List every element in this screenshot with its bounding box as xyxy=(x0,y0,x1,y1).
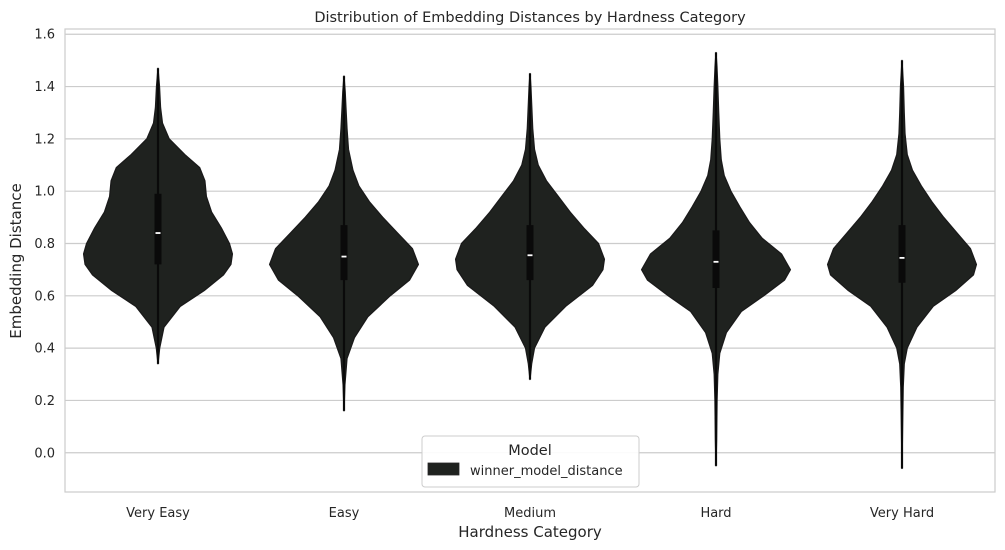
y-tick-label: 0.8 xyxy=(34,237,55,252)
x-axis-label: Hardness Category xyxy=(458,523,602,541)
legend-entry-label: winner_model_distance xyxy=(470,464,623,479)
x-tick-label: Medium xyxy=(504,506,556,521)
violin-group xyxy=(82,51,978,470)
y-tick-label: 0.4 xyxy=(34,342,55,357)
legend-swatch xyxy=(427,462,460,476)
y-tick-label: 1.6 xyxy=(34,28,55,43)
x-tick-label: Easy xyxy=(329,506,360,521)
x-tick-label: Very Easy xyxy=(126,506,190,521)
x-tick-label: Hard xyxy=(700,506,731,521)
y-tick-label: 0.6 xyxy=(34,289,55,304)
legend-box xyxy=(421,435,640,488)
y-axis-label: Embedding Distance xyxy=(7,183,25,338)
legend: Model winner_model_distance xyxy=(421,435,640,488)
y-tick-label: 1.0 xyxy=(34,185,55,200)
chart-title: Distribution of Embedding Distances by H… xyxy=(314,10,746,26)
y-axis-ticks: 0.0 0.2 0.4 0.6 0.8 1.0 1.2 1.4 1.6 xyxy=(34,28,55,462)
x-tick-label: Very Hard xyxy=(870,506,934,521)
y-tick-label: 0.2 xyxy=(34,394,55,409)
y-tick-label: 1.2 xyxy=(34,132,55,147)
y-tick-label: 1.4 xyxy=(34,80,55,95)
y-tick-label: 0.0 xyxy=(34,446,55,461)
x-axis-ticks: Very Easy Easy Medium Hard Very Hard xyxy=(126,506,934,521)
legend-title: Model xyxy=(508,443,552,459)
